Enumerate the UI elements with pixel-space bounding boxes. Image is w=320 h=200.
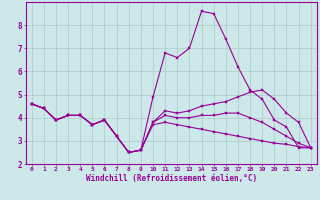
X-axis label: Windchill (Refroidissement éolien,°C): Windchill (Refroidissement éolien,°C) [86,174,257,183]
